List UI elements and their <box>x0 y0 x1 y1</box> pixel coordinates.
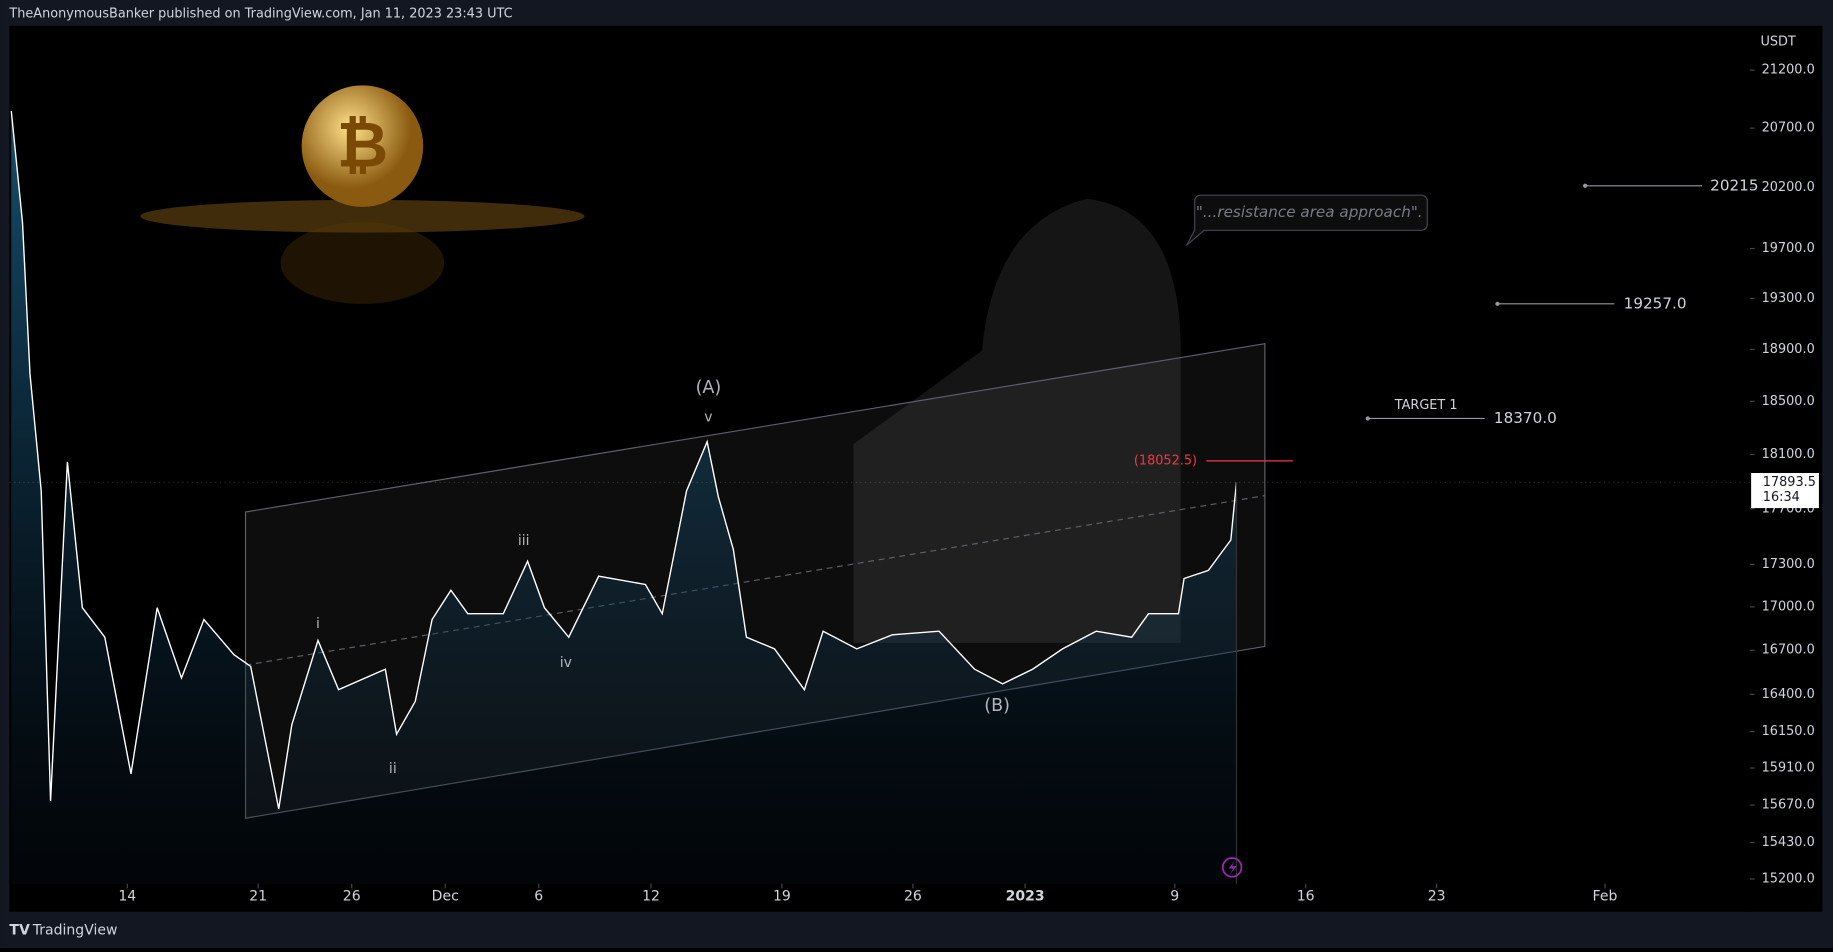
y-tick-label: 17000.0 <box>1762 599 1815 614</box>
callout-box <box>1186 194 1428 246</box>
x-tick-label: 23 <box>1428 889 1446 905</box>
last-price: 17893.5 <box>1763 475 1816 490</box>
bitcoin-symbol: ₿ <box>337 108 388 182</box>
logo[interactable]: 𝗧𝗩 <box>9 922 30 938</box>
bitcoin-icon <box>301 85 424 207</box>
footer[interactable]: TradingView <box>32 922 118 938</box>
header: TheAnonymousBanker published on TradingV… <box>8 7 512 22</box>
x-tick-label: 26 <box>343 889 361 905</box>
y-tick-label: 18100.0 <box>1762 447 1815 462</box>
x-tick-label: Dec <box>432 889 459 905</box>
y-tick-label: 19300.0 <box>1762 291 1815 306</box>
currency: USDT <box>1760 35 1795 50</box>
y-tick-label: 16400.0 <box>1762 687 1815 702</box>
level-label: (18052.5) <box>1134 453 1197 468</box>
y-tick-label: 17300.0 <box>1762 557 1815 572</box>
price-scale <box>1749 25 1823 912</box>
level-label: 19257.0 <box>1624 294 1687 312</box>
y-tick-label: 18900.0 <box>1762 342 1815 357</box>
y-tick-label: 15670.0 <box>1762 797 1815 812</box>
channel-midline <box>245 495 1265 666</box>
glow <box>280 222 445 304</box>
x-tick-label: 26 <box>904 889 922 905</box>
level-anchor <box>1365 416 1370 421</box>
x-tick-label: 9 <box>1170 889 1179 905</box>
y-tick-label: 18500.0 <box>1762 394 1815 409</box>
wave-label: ii <box>389 761 397 777</box>
level-label: 18370.0 <box>1494 409 1557 427</box>
y-tick-label: 21200.0 <box>1762 63 1815 78</box>
area <box>11 110 1237 884</box>
x-tick-label: 12 <box>642 889 660 905</box>
wave-label: v <box>704 409 712 425</box>
level-anchor <box>1495 301 1500 306</box>
y-tick-label: 16150.0 <box>1762 724 1815 739</box>
x-tick-label: 21 <box>249 889 267 905</box>
y-tick-label: 15910.0 <box>1762 761 1815 776</box>
x-tick-label: 6 <box>534 889 543 905</box>
countdown: 16:34 <box>1763 490 1800 505</box>
y-tick-label: 19700.0 <box>1762 241 1815 256</box>
wave-label: (B) <box>984 696 1010 716</box>
y-tick-label: 15430.0 <box>1762 835 1815 850</box>
x-tick-label: Feb <box>1593 889 1618 905</box>
wave-label: iii <box>518 533 530 549</box>
level-anchor <box>1583 183 1588 188</box>
hooded-figure <box>853 198 1181 643</box>
x-tick-label: 2023 <box>1006 889 1045 905</box>
alert-bolt <box>1228 861 1237 875</box>
coins <box>140 199 585 233</box>
last-price-box <box>1751 473 1819 509</box>
level-name: TARGET 1 <box>1394 398 1458 413</box>
callout: "...resistance area approach". <box>1196 203 1423 221</box>
x-tick-label: 19 <box>773 889 791 905</box>
y-tick-label: 20200.0 <box>1762 180 1815 195</box>
wave-label: i <box>316 616 320 632</box>
alert-icon <box>1221 857 1243 878</box>
x-tick-label: 14 <box>118 889 136 905</box>
y-tick-label: 20700.0 <box>1762 121 1815 136</box>
wave-label: iv <box>560 655 572 671</box>
x-tick-label: 16 <box>1297 889 1315 905</box>
level-label: 20215 <box>1710 176 1758 194</box>
y-tick-label: 15200.0 <box>1762 872 1815 887</box>
wave-label: (A) <box>696 378 722 398</box>
y-tick-label: 16700.0 <box>1762 643 1815 658</box>
price-line <box>10 110 1238 810</box>
